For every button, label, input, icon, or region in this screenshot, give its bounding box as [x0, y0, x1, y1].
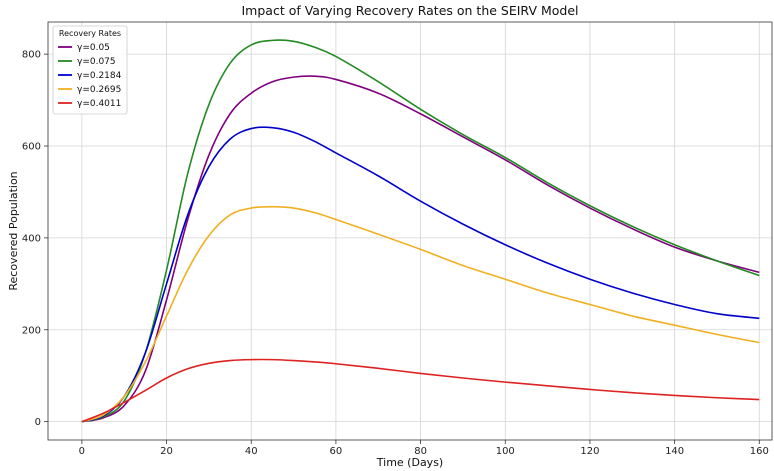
legend-entry-2: γ=0.075 — [77, 57, 116, 67]
legend-entry-3: γ=0.2184 — [77, 71, 122, 81]
chart-title: Impact of Varying Recovery Rates on the … — [242, 3, 579, 18]
legend-entry-1: γ=0.05 — [77, 43, 110, 53]
x-tick-label: 80 — [414, 446, 427, 457]
series-lines — [81, 39, 760, 423]
x-tick-label: 60 — [330, 446, 343, 457]
legend: Recovery Rates γ=0.05 γ=0.075 γ=0.2184 γ=0.2… — [52, 25, 128, 115]
x-tick-label: 0 — [79, 446, 85, 457]
legend-entry-4: γ=0.2695 — [77, 85, 121, 95]
legend-entry-5: γ=0.4011 — [77, 99, 121, 109]
x-tick-label: 20 — [160, 446, 173, 457]
y-tick-label: 600 — [22, 142, 41, 153]
axis-ticks: 0 20 40 60 80 100 120 140 160 0 200 400 600 800 — [22, 50, 769, 457]
series-line-3 — [81, 126, 760, 423]
x-tick-label: 120 — [580, 446, 599, 457]
plot-frame — [47, 21, 773, 441]
x-tick-label: 160 — [750, 446, 769, 457]
y-tick-label: 800 — [22, 50, 41, 61]
y-axis-label: Recovered Population — [7, 171, 20, 290]
x-tick-label: 140 — [665, 446, 684, 457]
x-tick-label: 40 — [245, 446, 258, 457]
series-line-2 — [81, 39, 760, 423]
x-tick-label: 100 — [496, 446, 515, 457]
series-line-5 — [81, 358, 760, 423]
legend-box — [52, 25, 128, 115]
y-tick-label: 400 — [22, 233, 41, 244]
y-tick-label: 200 — [22, 325, 41, 336]
y-tick-label: 0 — [35, 417, 41, 428]
series-line-1 — [81, 75, 760, 423]
x-axis-label: Time (Days) — [376, 456, 443, 469]
legend-title: Recovery Rates — [59, 29, 121, 38]
grid — [48, 22, 772, 440]
series-line-4 — [81, 205, 760, 423]
